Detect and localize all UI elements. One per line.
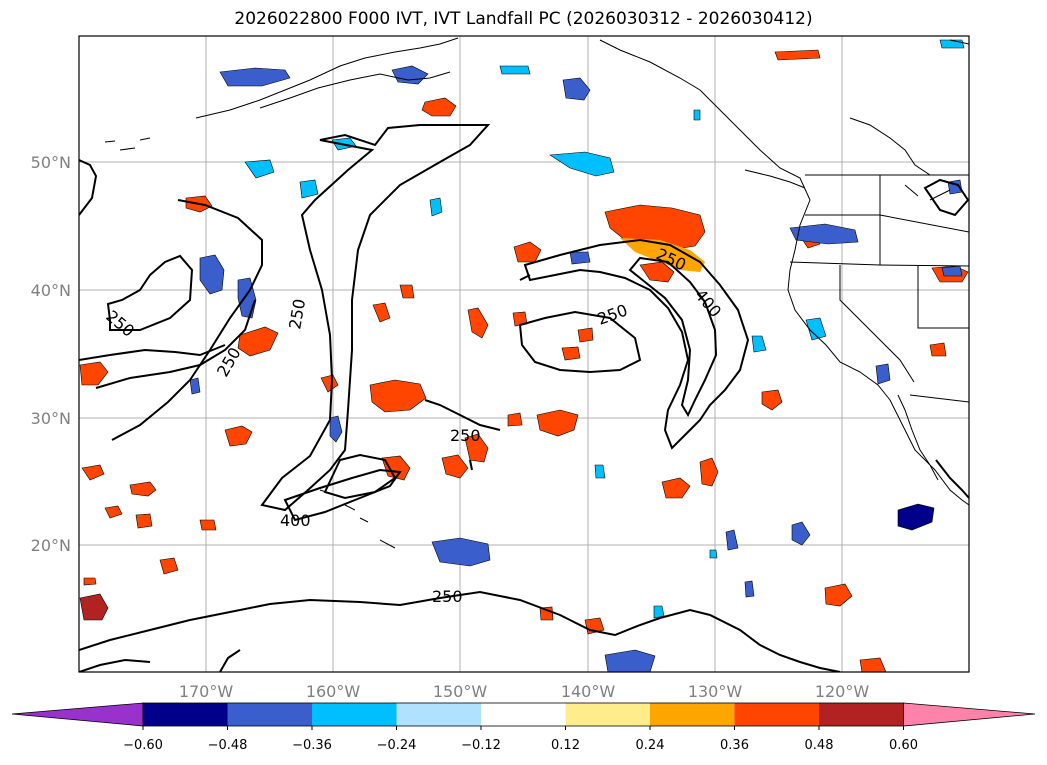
contour-label: 250 xyxy=(450,426,481,445)
colorbar-segment xyxy=(312,703,397,726)
colorbar-tick-label: 0.24 xyxy=(636,738,665,753)
colorbar-segment xyxy=(227,703,312,726)
lat-label: 20°N xyxy=(31,536,71,555)
colorbar-segment xyxy=(143,703,228,726)
longitude-labels: 170°W 160°W 150°W 140°W 130°W 120°W xyxy=(179,682,870,701)
colorbar-tick-label: 0.12 xyxy=(551,738,580,753)
colorbar-segment xyxy=(481,703,566,726)
map-area xyxy=(79,36,969,672)
colorbar-tick-label: −0.48 xyxy=(208,738,248,753)
coastlines xyxy=(104,37,969,549)
colorbar-segment xyxy=(819,703,904,726)
colorbar-tick-label: −0.12 xyxy=(461,738,501,753)
lon-label: 130°W xyxy=(688,682,743,701)
colorbar-extend-min xyxy=(11,702,144,727)
map-frame xyxy=(78,35,970,673)
contour-label: 400 xyxy=(280,511,311,530)
ivt-contours xyxy=(79,124,969,672)
lon-label: 140°W xyxy=(561,682,616,701)
colorbar-frame xyxy=(142,702,904,727)
lon-label: 120°W xyxy=(815,682,870,701)
negative-anomaly-fills xyxy=(189,39,965,672)
colorbar-segment xyxy=(734,703,819,726)
colorbar-segment xyxy=(396,703,481,726)
colorbar-tick-label: −0.36 xyxy=(292,738,332,753)
colorbar-tick-label: −0.60 xyxy=(123,738,163,753)
colorbar: −0.60 −0.48 −0.36 −0.24 −0.12 0.12 0.24 0.36 0.4… xyxy=(11,702,1036,753)
colorbar-tick-label: 0.60 xyxy=(889,738,918,753)
lat-label: 30°N xyxy=(31,409,71,428)
colorbar-tick-label: −0.24 xyxy=(377,738,417,753)
lat-label: 40°N xyxy=(31,281,71,300)
lat-label: 50°N xyxy=(31,153,71,172)
colorbar-segment xyxy=(650,703,735,726)
map-title: 2026022800 F000 IVT, IVT Landfall PC (20… xyxy=(234,9,813,29)
colorbar-tick-label: 0.48 xyxy=(805,738,834,753)
lon-label: 170°W xyxy=(179,682,234,701)
colorbar-segment xyxy=(565,703,650,726)
latitude-labels: 50°N 40°N 30°N 20°N xyxy=(31,153,71,555)
colorbar-tick-label: 0.36 xyxy=(720,738,749,753)
positive-anomaly-fills xyxy=(79,49,969,672)
contour-label: 250 xyxy=(432,587,463,606)
lon-label: 160°W xyxy=(306,682,361,701)
colorbar-extend-max xyxy=(903,702,1036,727)
lon-label: 150°W xyxy=(433,682,488,701)
